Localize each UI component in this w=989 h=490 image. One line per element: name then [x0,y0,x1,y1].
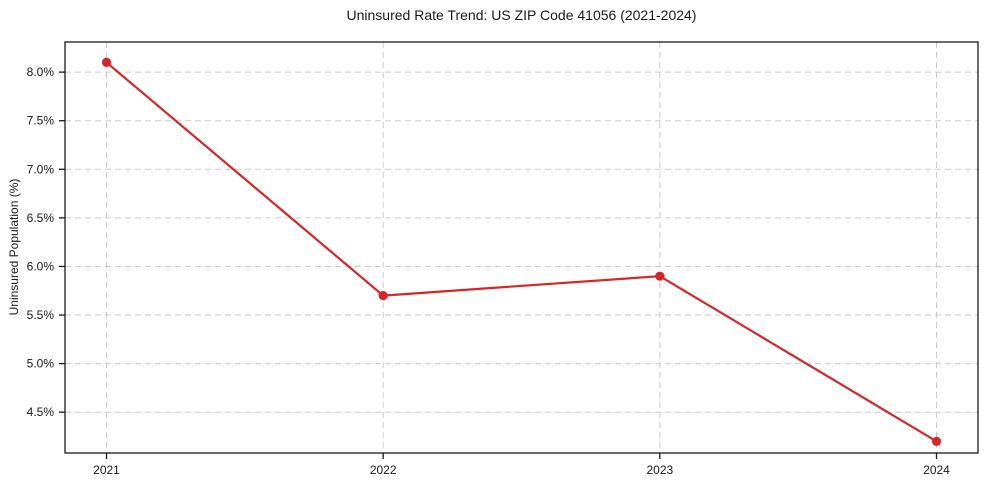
y-tick-label: 7.0% [27,162,55,176]
y-tick-label: 6.5% [27,211,55,225]
chart-title: Uninsured Rate Trend: US ZIP Code 41056 … [346,7,697,23]
plot-border [64,41,979,454]
data-point-marker [101,57,112,68]
x-tick-label: 2021 [93,463,120,477]
y-tick-label: 6.0% [27,259,55,273]
series-line [105,61,938,443]
data-point-marker [655,271,665,281]
x-tick-label: 2023 [646,463,673,477]
y-tick-label: 8.0% [27,65,55,79]
data-point-marker [378,290,388,301]
y-tick-label: 5.5% [27,308,55,322]
y-tick-label: 7.5% [27,114,55,128]
data-point-marker [931,436,942,446]
y-tick-label: 4.5% [27,405,55,419]
x-tick-label: 2024 [923,463,950,477]
x-tick-label: 2022 [370,463,397,477]
y-tick-label: 5.0% [27,357,55,371]
